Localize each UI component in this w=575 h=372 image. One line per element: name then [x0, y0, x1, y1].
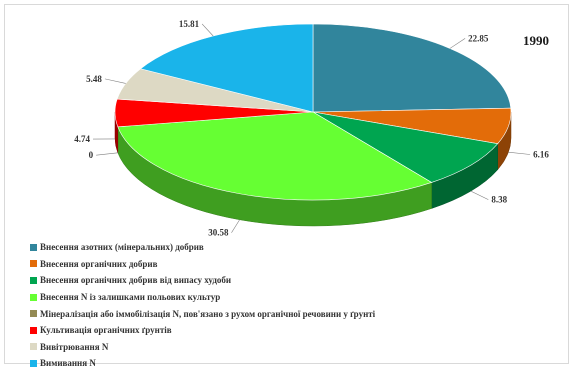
- legend-item-7: Вимивання N: [30, 355, 450, 372]
- data-label-4: 0: [89, 150, 94, 160]
- legend: Внесення азотних (мінеральних) добрив Вне…: [30, 239, 450, 372]
- data-label-0: 22.85: [468, 33, 489, 43]
- legend-item-4: Мінералізація або іммобілізація N, пов'я…: [30, 305, 450, 322]
- legend-label-7: Вимивання N: [40, 358, 96, 368]
- legend-item-5: Культивація органічних ґрунтів: [30, 322, 450, 339]
- legend-swatch-6: [30, 343, 37, 350]
- legend-swatch-1: [30, 260, 37, 267]
- data-label-1: 6.16: [533, 149, 549, 159]
- data-label-7: 15.81: [179, 19, 200, 29]
- data-label-5: 4.74: [74, 134, 90, 144]
- legend-swatch-2: [30, 277, 37, 284]
- legend-item-6: Вивітрювання N: [30, 339, 450, 356]
- legend-label-3: Внесення N із залишками польових культур: [40, 292, 220, 302]
- leader-line-1: [508, 152, 530, 154]
- leader-line-0: [450, 38, 465, 48]
- legend-item-0: Внесення азотних (мінеральних) добрив: [30, 239, 450, 256]
- leader-line-7: [202, 24, 213, 36]
- leader-line-6: [105, 79, 126, 84]
- leader-line-3: [231, 220, 239, 233]
- legend-item-3: Внесення N із залишками польових культур: [30, 289, 450, 306]
- data-label-3: 30.58: [208, 228, 229, 238]
- legend-label-2: Внесення органічних добрив від випасу ху…: [40, 275, 231, 285]
- chart-title: 1990: [523, 33, 549, 48]
- legend-label-5: Культивація органічних ґрунтів: [40, 325, 172, 335]
- data-label-2: 8.38: [491, 195, 507, 205]
- data-label-6: 5.48: [86, 74, 102, 84]
- leader-line-2: [471, 191, 489, 199]
- legend-item-1: Внесення органічних добрив: [30, 256, 450, 273]
- legend-label-0: Внесення азотних (мінеральних) добрив: [40, 242, 204, 252]
- legend-swatch-3: [30, 294, 37, 301]
- legend-swatch-7: [30, 360, 37, 367]
- pie-top-faces: [115, 24, 511, 200]
- legend-label-4: Мінералізація або іммобілізація N, пов'я…: [40, 309, 375, 319]
- legend-swatch-4: [30, 310, 37, 317]
- legend-swatch-5: [30, 327, 37, 334]
- legend-label-1: Внесення органічних добрив: [40, 259, 157, 269]
- legend-swatch-0: [30, 244, 37, 251]
- legend-label-6: Вивітрювання N: [40, 342, 108, 352]
- legend-item-2: Внесення органічних добрив від випасу ху…: [30, 272, 450, 289]
- leader-line-4: [96, 153, 118, 155]
